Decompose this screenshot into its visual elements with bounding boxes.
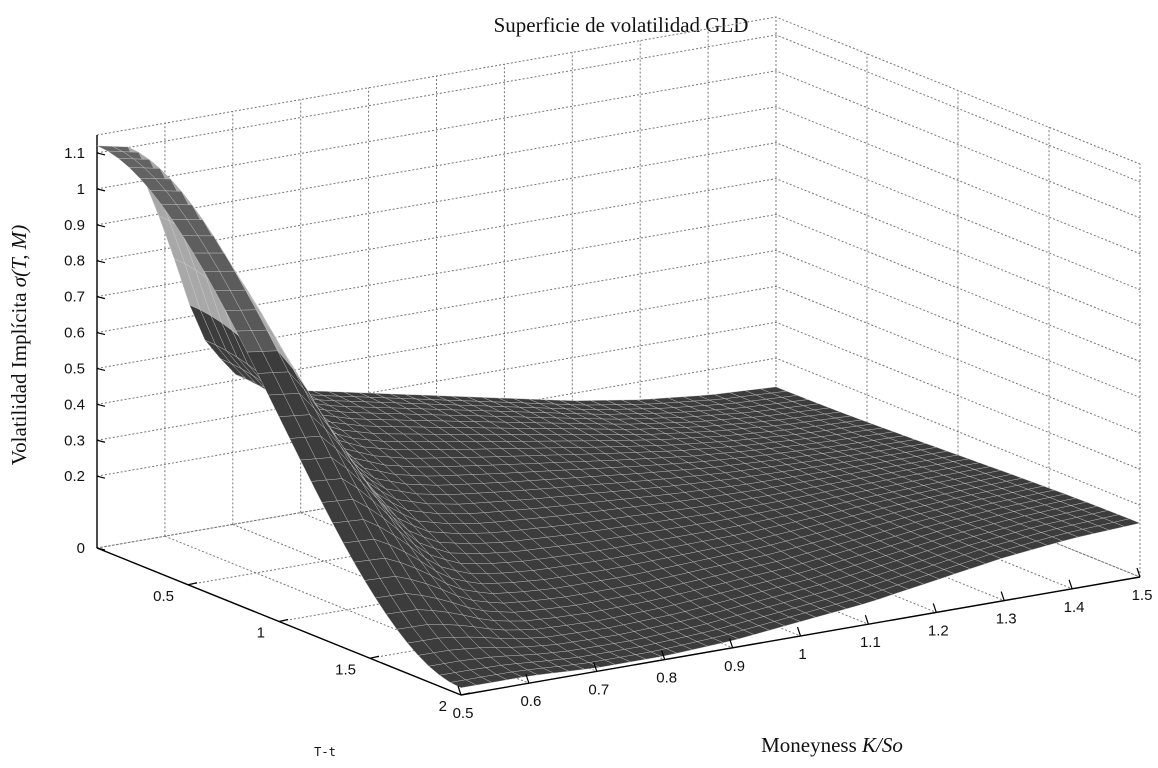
z-axis-label: Volatilidad Implícita σ(T, M) bbox=[7, 225, 31, 466]
grid-line bbox=[96, 178, 1141, 327]
z-tick-label: 0.5 bbox=[64, 360, 85, 377]
z-tick-label: 0.4 bbox=[64, 396, 85, 413]
y-tick-label: 2 bbox=[439, 698, 447, 715]
z-tick-label: 1 bbox=[77, 181, 85, 198]
x-tick-label: 0.9 bbox=[724, 658, 745, 675]
z-tick bbox=[96, 547, 106, 551]
x-axis-label: Moneyness K/So bbox=[761, 733, 903, 757]
volatility-surface bbox=[96, 145, 1141, 688]
x-tick bbox=[457, 685, 462, 696]
x-tick bbox=[864, 615, 869, 625]
y-axis-label: T-t bbox=[314, 745, 336, 759]
x-tick-label: 1.3 bbox=[996, 611, 1017, 628]
z-tick bbox=[96, 224, 106, 228]
x-tick-label: 0.7 bbox=[588, 681, 609, 698]
grid-line bbox=[96, 285, 1141, 434]
z-tick-label: 0.7 bbox=[64, 289, 85, 306]
y-tick bbox=[460, 692, 471, 696]
z-tick-label: 0.6 bbox=[64, 325, 85, 342]
x-tick-label: 1.5 bbox=[1132, 587, 1153, 604]
chart-title: Superficie de volatilidad GLD bbox=[494, 13, 749, 37]
grid-line bbox=[96, 214, 1141, 362]
grid-line bbox=[96, 249, 1141, 398]
z-tick-label: 0 bbox=[77, 540, 85, 557]
z-tick-label: 0.3 bbox=[64, 432, 85, 449]
y-tick-label: 1 bbox=[257, 625, 265, 642]
x-tick bbox=[1136, 567, 1141, 578]
surface-patch bbox=[1113, 518, 1141, 527]
grid-line bbox=[96, 70, 1141, 219]
x-tick bbox=[729, 638, 734, 648]
y-tick-label: 0.5 bbox=[153, 588, 174, 605]
grid-line bbox=[96, 142, 1141, 291]
z-tick bbox=[96, 296, 106, 300]
z-tick bbox=[96, 475, 106, 479]
y-tick bbox=[187, 582, 198, 586]
grid-line bbox=[96, 34, 1141, 183]
x-tick-label: 1.1 bbox=[860, 634, 881, 651]
z-tick-label: 0.8 bbox=[64, 253, 85, 270]
z-tick bbox=[96, 403, 106, 407]
z-tick-label: 1.1 bbox=[64, 145, 85, 162]
z-tick bbox=[96, 367, 106, 372]
x-tick bbox=[593, 662, 598, 672]
z-tick-label: 0.2 bbox=[64, 468, 85, 485]
y-tick bbox=[278, 618, 289, 623]
z-tick bbox=[96, 260, 106, 264]
x-tick-label: 1.2 bbox=[928, 622, 949, 639]
x-tick bbox=[1068, 579, 1073, 589]
x-tick bbox=[1000, 591, 1005, 601]
x-tick-label: 0.6 bbox=[520, 693, 541, 710]
x-tick bbox=[661, 650, 666, 660]
x-tick-label: 0.5 bbox=[453, 705, 474, 722]
grid-line bbox=[96, 16, 1141, 165]
z-tick bbox=[96, 439, 106, 443]
y-tick-label: 1.5 bbox=[335, 661, 356, 678]
y-tick bbox=[369, 655, 380, 659]
x-tick bbox=[796, 626, 802, 637]
z-tick bbox=[96, 331, 106, 336]
x-tick-label: 1 bbox=[798, 646, 806, 663]
tick-labels: 0 0.2 0.3 0.4 0.5 0.6 0.7 0.8 0.9 1 1.1 0.5 1 1.5 2 0.5… bbox=[64, 145, 1152, 722]
z-tick-label: 0.9 bbox=[64, 217, 85, 234]
x-tick bbox=[525, 674, 530, 684]
z-tick bbox=[96, 152, 106, 156]
x-tick-label: 1.4 bbox=[1064, 599, 1085, 616]
z-tick bbox=[96, 188, 106, 192]
grid-line bbox=[96, 106, 1141, 255]
x-tick-label: 0.8 bbox=[656, 670, 677, 687]
x-tick bbox=[932, 603, 937, 613]
